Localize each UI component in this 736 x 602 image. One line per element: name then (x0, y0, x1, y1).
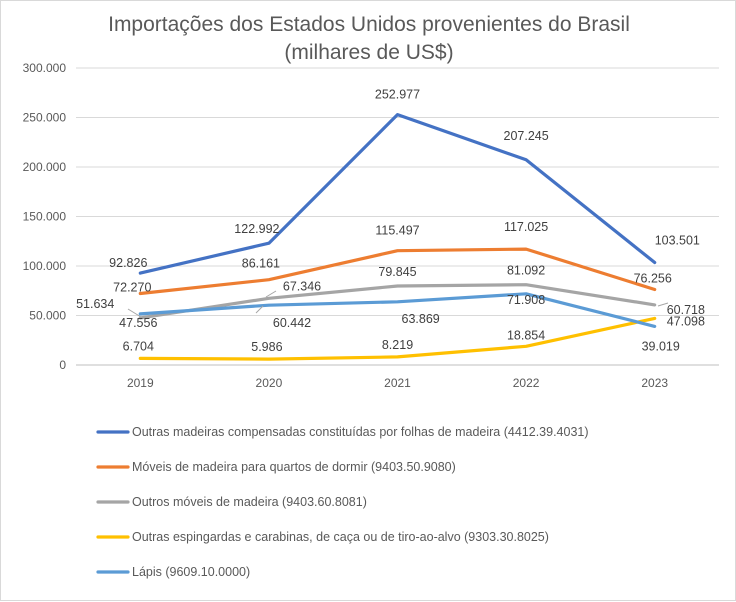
series-line (138, 316, 657, 361)
y-axis-tick-labels: 0 50.000 100.000 150.000 200.000 250.000 300.0… (23, 61, 67, 372)
data-label: 115.497 (375, 224, 419, 238)
data-label: 18.854 (507, 328, 545, 342)
data-label: 252.977 (375, 88, 420, 102)
series-line (138, 112, 657, 275)
data-label: 79.845 (378, 265, 416, 279)
x-tick-label: 2021 (384, 376, 411, 390)
data-label: 92.826 (109, 256, 147, 270)
data-label: 51.634 (76, 297, 114, 311)
legend-label: Móveis de madeira para quartos de dormir… (132, 460, 456, 474)
legend-label: Lápis (9609.10.0000) (132, 565, 250, 579)
data-label: 63.869 (402, 312, 440, 326)
y-tick-label: 300.000 (23, 61, 67, 75)
series-line (138, 292, 657, 328)
x-tick-label: 2022 (513, 376, 540, 390)
data-label: 72.270 (113, 280, 151, 294)
leader-line (657, 302, 669, 307)
data-label: 122.992 (234, 222, 279, 236)
data-label: 76.256 (634, 272, 672, 286)
data-label: 81.092 (507, 264, 545, 278)
data-label: 67.346 (283, 279, 321, 293)
chart-title: Importações dos Estados Unidos provenien… (108, 13, 630, 36)
data-label: 117.025 (504, 220, 548, 234)
data-label: 39.019 (642, 339, 680, 353)
data-label: 103.501 (655, 234, 700, 248)
legend: Outras madeiras compensadas constituídas… (96, 425, 589, 579)
chart-subtitle: (milhares de US$) (284, 41, 453, 64)
y-tick-label: 200.000 (23, 160, 67, 174)
data-label: 6.704 (123, 339, 154, 353)
data-label: 207.245 (504, 129, 549, 143)
legend-label: Outros móveis de madeira (9403.60.8081) (132, 495, 367, 509)
data-label: 60.442 (273, 316, 311, 330)
leader-line (255, 305, 264, 314)
y-tick-label: 100.000 (23, 259, 67, 273)
data-label: 71.908 (507, 293, 545, 307)
x-tick-label: 2023 (641, 376, 668, 390)
leader-line (127, 308, 142, 318)
legend-label: Outras madeiras compensadas constituídas… (132, 425, 589, 439)
data-label: 60.718 (667, 303, 705, 317)
data-label: 5.986 (251, 340, 282, 354)
x-axis-tick-labels: 2019 2020 2021 2022 2023 (127, 376, 668, 390)
data-label: 47.556 (119, 316, 157, 330)
y-tick-label: 150.000 (23, 210, 67, 224)
data-label: 47.098 (667, 314, 705, 328)
data-label: 8.219 (382, 338, 413, 352)
x-tick-label: 2020 (256, 376, 283, 390)
data-labels: 92.826 122.992 252.977 207.245 103.501 72.270… (76, 88, 705, 355)
data-label: 86.161 (242, 257, 280, 271)
y-tick-label: 250.000 (23, 111, 67, 125)
leader-line (265, 290, 277, 298)
y-tick-label: 50.000 (29, 309, 66, 323)
series-line (138, 283, 657, 320)
y-tick-label: 0 (59, 358, 66, 372)
legend-label: Outras espingardas e carabinas, de caça … (132, 530, 549, 544)
gridlines (76, 67, 719, 366)
series-lines (138, 112, 657, 361)
x-tick-label: 2019 (127, 376, 154, 390)
series-line (138, 247, 657, 296)
